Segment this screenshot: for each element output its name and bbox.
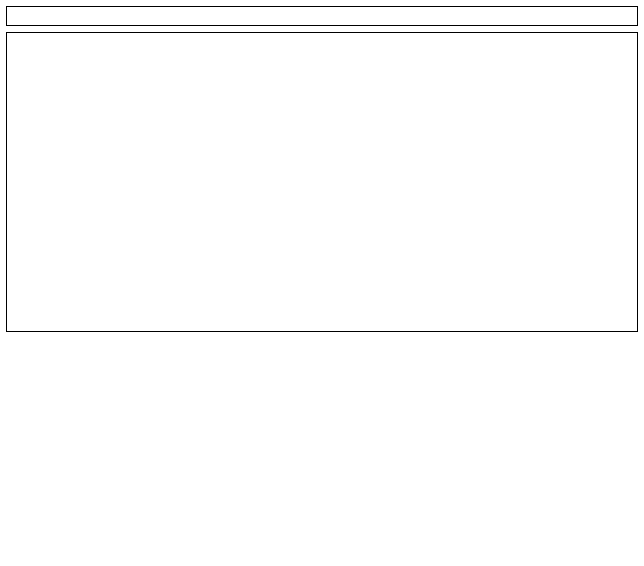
nozzle-height-diagram bbox=[6, 32, 638, 332]
calibration-infographic bbox=[6, 6, 638, 26]
